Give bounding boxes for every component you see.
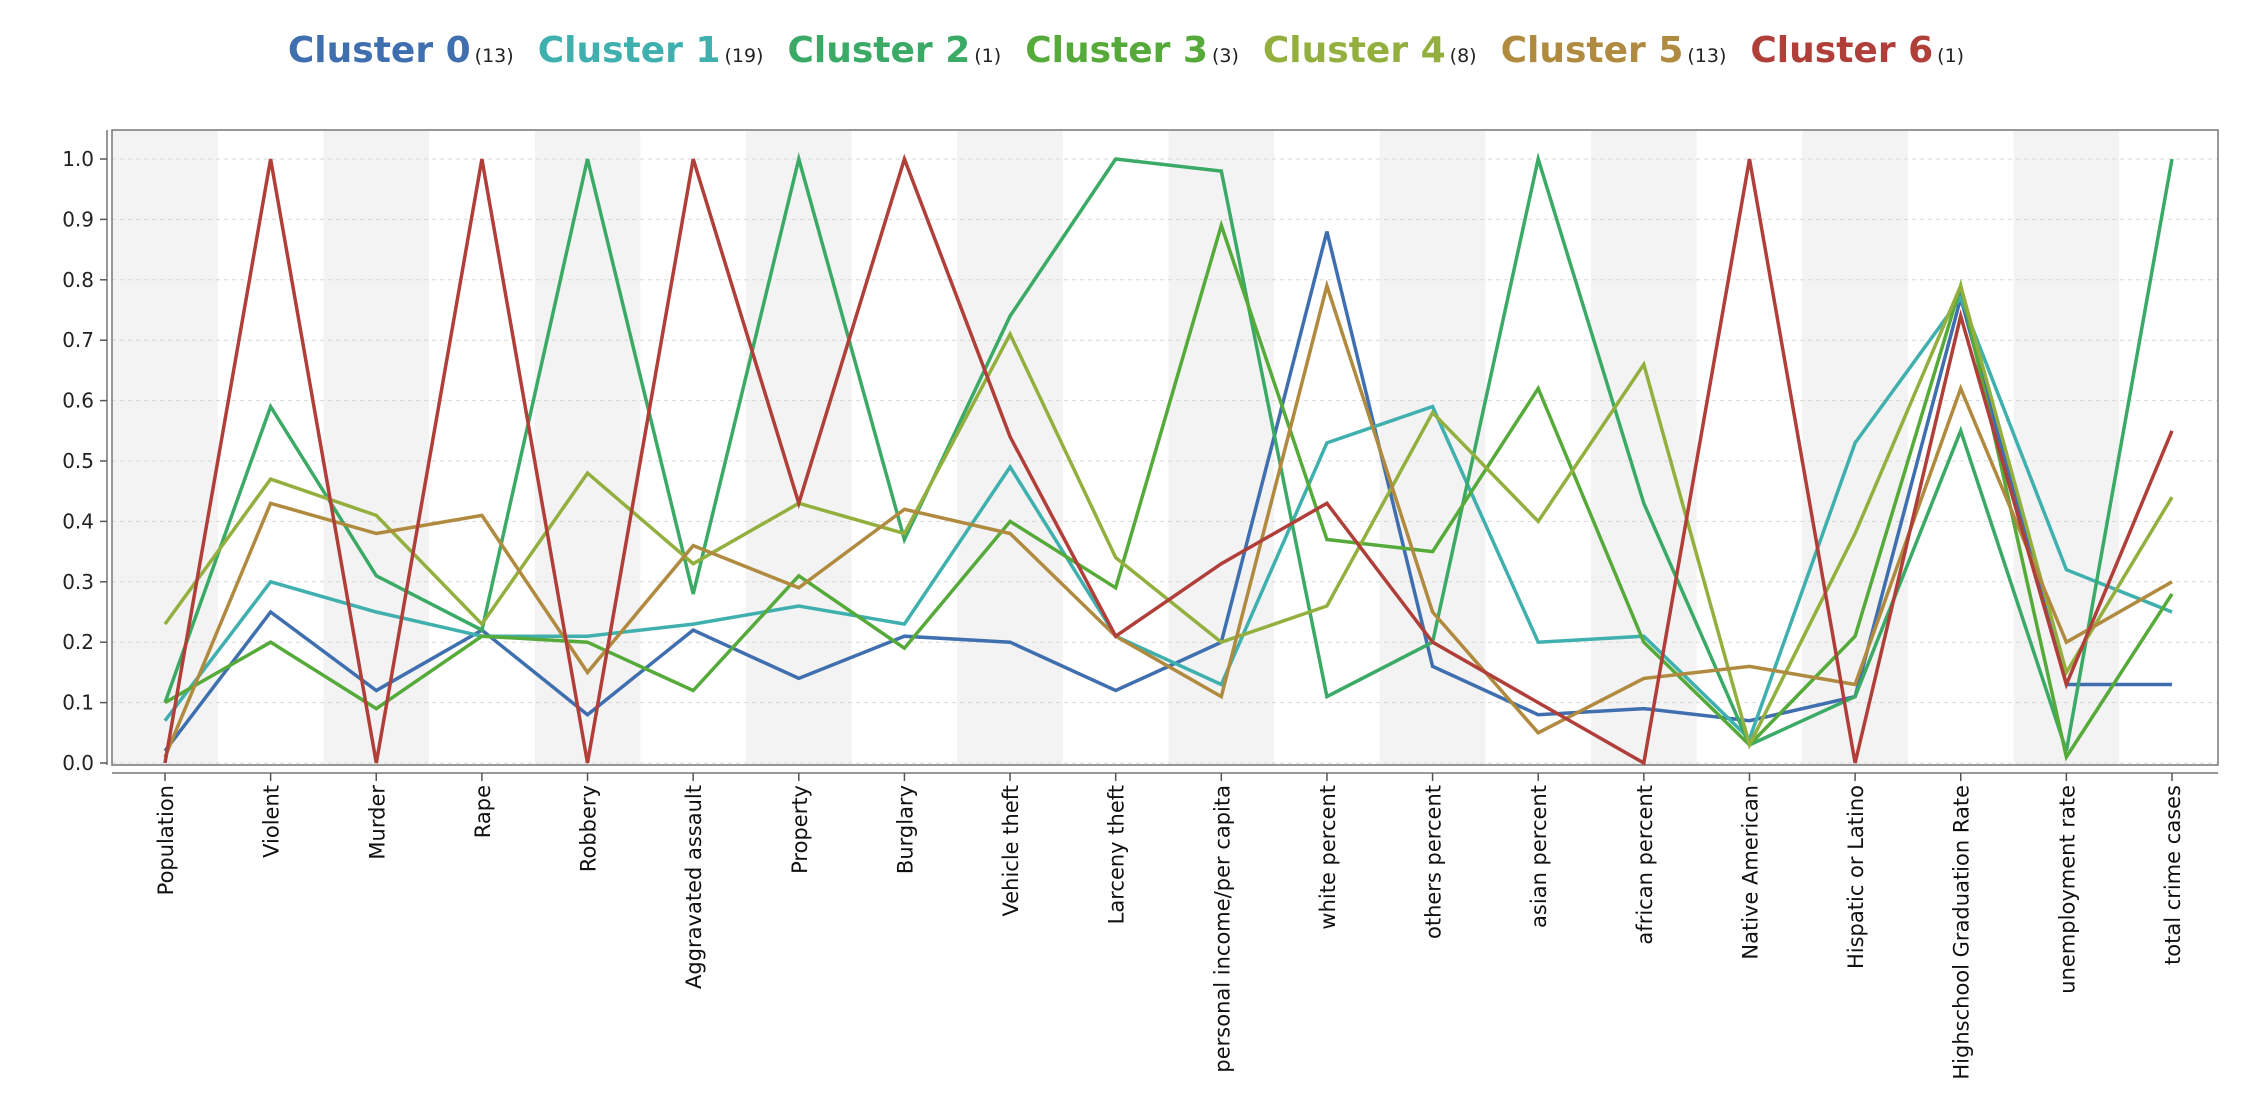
legend-series-name: Cluster 0 <box>287 30 471 71</box>
x-category-label: Property <box>788 785 812 874</box>
x-category-label: Rape <box>471 785 495 838</box>
x-category-label: unemployment rate <box>2055 785 2079 994</box>
legend-series-name: Cluster 3 <box>1025 30 1208 71</box>
y-tick-label: 0.5 <box>62 449 94 473</box>
legend-item: Cluster 6 (1) <box>1750 30 1964 71</box>
horizontal-gridlines <box>112 158 2218 764</box>
legend-series-count: (1) <box>1937 45 1965 67</box>
category-bands <box>112 130 2120 765</box>
y-tick-label: 0.1 <box>62 691 94 715</box>
legend-series-count: (13) <box>474 45 514 67</box>
x-category-label: Larceny theft <box>1105 785 1129 924</box>
category-band <box>323 130 430 765</box>
y-tick-label: 0.0 <box>62 751 94 775</box>
chart-legend: Cluster 0 (13) Cluster 1 (19) Cluster 2 (1) Cl… <box>0 30 2252 71</box>
legend-series-count: (8) <box>1449 45 1477 67</box>
y-tick-label: 0.9 <box>62 207 94 231</box>
x-category-label: Burglary <box>893 785 917 874</box>
legend-series-name: Cluster 6 <box>1750 30 1934 71</box>
y-tick-label: 1.0 <box>62 147 94 171</box>
category-band <box>957 130 1063 765</box>
x-category-label: Population <box>154 785 178 895</box>
legend-series-name: Cluster 2 <box>787 30 971 71</box>
x-category-label: Hispatic or Latino <box>1844 785 1868 969</box>
legend-item: Cluster 0 (13) <box>288 30 514 71</box>
legend-series-name: Cluster 5 <box>1500 30 1684 71</box>
y-tick-label: 0.6 <box>62 389 94 413</box>
x-category-label: asian percent <box>1527 785 1551 928</box>
x-category-label: white percent <box>1316 785 1340 930</box>
category-band <box>745 130 852 765</box>
legend-item: Cluster 2 (1) <box>787 30 1001 71</box>
legend-series-name: Cluster 4 <box>1262 30 1446 71</box>
x-category-label: total crime cases <box>2161 785 2185 965</box>
x-category-label: Robbery <box>577 785 601 872</box>
x-category-label: others percent <box>1422 785 1446 939</box>
category-band <box>1591 130 1697 765</box>
legend-series-count: (1) <box>974 45 1002 67</box>
series-line-cluster-2 <box>163 152 2174 752</box>
legend-item: Cluster 5 (13) <box>1501 30 1727 71</box>
legend-item: Cluster 1 (19) <box>538 30 764 71</box>
x-category-label: Highschool Graduation Rate <box>1950 785 1974 1080</box>
x-category-label: Vehicle theft <box>999 785 1023 917</box>
category-band <box>112 130 218 765</box>
x-category-label: Murder <box>365 785 389 860</box>
x-category-label: african percent <box>1633 785 1657 945</box>
legend-series-count: (13) <box>1687 45 1727 67</box>
legend-item: Cluster 4 (8) <box>1263 30 1477 71</box>
y-tick-label: 0.2 <box>62 630 94 654</box>
x-category-label: personal income/per capita <box>1210 785 1234 1073</box>
x-category-label: Native American <box>1738 785 1762 960</box>
legend-series-count: (3) <box>1211 45 1239 67</box>
y-tick-label: 0.4 <box>62 509 94 533</box>
x-category-label: Violent <box>260 785 284 858</box>
category-band <box>2013 130 2120 765</box>
y-tick-label: 0.7 <box>62 328 94 352</box>
y-axis: 0.0 0.1 0.2 0.3 0.4 0.5 0.6 0.7 0.8 0.9 1.0 <box>62 130 108 775</box>
plot-frame <box>111 129 2219 766</box>
y-tick-label: 0.3 <box>62 570 94 594</box>
x-axis: Population Violent Murder Rape Robbery Aggrav… <box>112 772 2218 1080</box>
legend-series-name: Cluster 1 <box>537 30 721 71</box>
x-category-label: Aggravated assault <box>682 785 706 989</box>
series-line-cluster-5 <box>163 279 2173 758</box>
series-lines <box>163 152 2174 766</box>
legend-item: Cluster 3 (3) <box>1025 30 1239 71</box>
series-line-cluster-6 <box>163 153 2174 766</box>
legend-series-count: (19) <box>724 45 764 67</box>
category-band <box>1379 130 1486 765</box>
y-tick-label: 0.8 <box>62 268 94 292</box>
